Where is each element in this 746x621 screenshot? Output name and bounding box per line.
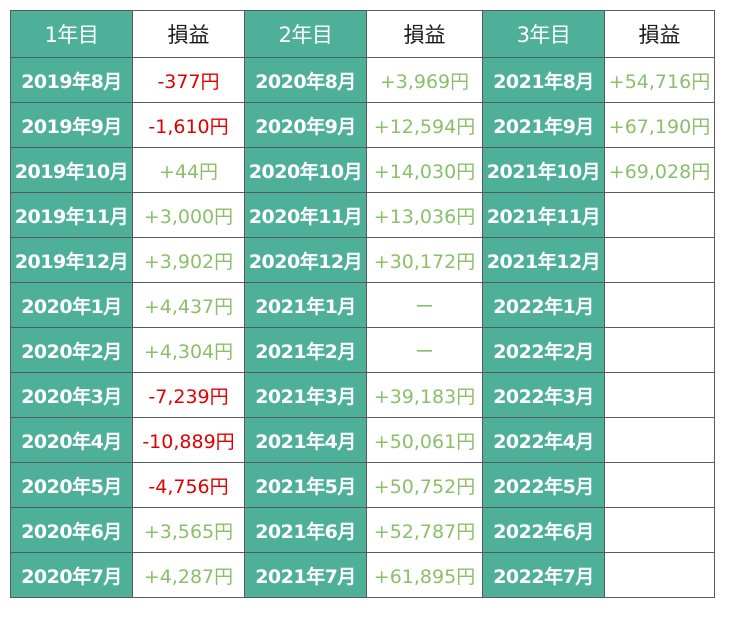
table-row: 2020年4月 -10,889円 2021年4月 +50,061円 2022年4月 bbox=[10, 417, 715, 463]
profit-loss-cell: +67,190円 bbox=[604, 102, 715, 148]
month-cell: 2021年12月 bbox=[482, 237, 605, 283]
profit-loss-cell: -7,239円 bbox=[132, 372, 245, 418]
year-2-header: 2年目 bbox=[244, 10, 367, 58]
table-row: 2020年2月 +4,304円 2021年2月ー 2022年2月 bbox=[10, 327, 715, 373]
month-cell: 2020年1月 bbox=[10, 282, 133, 328]
profit-loss-cell: +4,304円 bbox=[132, 327, 245, 373]
year-2-profit-loss-header: 損益 bbox=[366, 10, 483, 58]
month-cell: 2020年5月 bbox=[10, 462, 133, 508]
header-row: 1年目 損益 2年目 損益 3年目 損益 bbox=[10, 10, 715, 58]
month-cell: 2021年7月 bbox=[244, 552, 367, 598]
profit-loss-cell: +69,028円 bbox=[604, 147, 715, 193]
table-row: 2019年8月 -377円 2020年8月 +3,969円 2021年8月 +54,716… bbox=[10, 57, 715, 103]
profit-loss-cell: +3,565円 bbox=[132, 507, 245, 553]
profit-loss-cell: +44円 bbox=[132, 147, 245, 193]
month-cell: 2021年10月 bbox=[482, 147, 605, 193]
profit-loss-cell: +61,895円 bbox=[366, 552, 483, 598]
profit-loss-cell: -10,889円 bbox=[132, 417, 245, 463]
month-cell: 2022年7月 bbox=[482, 552, 605, 598]
profit-loss-cell bbox=[604, 507, 715, 553]
table-row: 2020年7月 +4,287円 2021年7月 +61,895円 2022年7月 bbox=[10, 552, 715, 598]
profit-loss-cell: +3,000円 bbox=[132, 192, 245, 238]
month-cell: 2019年12月 bbox=[10, 237, 133, 283]
profit-loss-cell bbox=[604, 327, 715, 373]
profit-loss-cell bbox=[604, 372, 715, 418]
month-cell: 2022年3月 bbox=[482, 372, 605, 418]
month-cell: 2020年4月 bbox=[10, 417, 133, 463]
profit-loss-table: 1年目 損益 2年目 損益 3年目 損益 2019年8月 -377円 2020年8月 +3,969… bbox=[10, 10, 715, 598]
profit-loss-cell: -1,610円 bbox=[132, 102, 245, 148]
profit-loss-cell bbox=[604, 552, 715, 598]
month-cell: 2019年9月 bbox=[10, 102, 133, 148]
table-row: 2020年5月 -4,756円 2021年5月 +50,752円 2022年5月 bbox=[10, 462, 715, 508]
profit-loss-cell: +12,594円 bbox=[366, 102, 483, 148]
month-cell: 2021年8月 bbox=[482, 57, 605, 103]
year-3-header: 3年目 bbox=[482, 10, 605, 58]
table-row: 2019年11月 +3,000円 2020年11月 +13,036円 2021年11月 bbox=[10, 192, 715, 238]
month-cell: 2020年8月 bbox=[244, 57, 367, 103]
year-3-profit-loss-header: 損益 bbox=[604, 10, 715, 58]
table-row: 2020年1月 +4,437円 2021年1月ー 2022年1月 bbox=[10, 282, 715, 328]
month-cell: 2020年3月 bbox=[10, 372, 133, 418]
profit-loss-cell: +54,716円 bbox=[604, 57, 715, 103]
month-cell: 2021年1月 bbox=[244, 282, 367, 328]
profit-loss-cell bbox=[604, 282, 715, 328]
month-cell: 2019年10月 bbox=[10, 147, 133, 193]
table-row: 2020年3月 -7,239円 2021年3月 +39,183円 2022年3月 bbox=[10, 372, 715, 418]
profit-loss-cell: +4,287円 bbox=[132, 552, 245, 598]
profit-loss-cell: +50,061円 bbox=[366, 417, 483, 463]
month-cell: 2020年12月 bbox=[244, 237, 367, 283]
profit-loss-cell: +4,437円 bbox=[132, 282, 245, 328]
profit-loss-cell: +14,030円 bbox=[366, 147, 483, 193]
month-cell: 2020年6月 bbox=[10, 507, 133, 553]
profit-loss-cell: +52,787円 bbox=[366, 507, 483, 553]
profit-loss-cell bbox=[604, 237, 715, 283]
profit-loss-cell: ー bbox=[366, 282, 483, 328]
profit-loss-cell: -4,756円 bbox=[132, 462, 245, 508]
profit-loss-cell: ー bbox=[366, 327, 483, 373]
month-cell: 2021年11月 bbox=[482, 192, 605, 238]
month-cell: 2022年4月 bbox=[482, 417, 605, 463]
month-cell: 2020年10月 bbox=[244, 147, 367, 193]
table-row: 2019年12月 +3,902円 2020年12月 +30,172円 2021年12月 bbox=[10, 237, 715, 283]
month-cell: 2021年6月 bbox=[244, 507, 367, 553]
profit-loss-cell bbox=[604, 462, 715, 508]
month-cell: 2021年4月 bbox=[244, 417, 367, 463]
month-cell: 2022年1月 bbox=[482, 282, 605, 328]
profit-loss-cell: +30,172円 bbox=[366, 237, 483, 283]
profit-loss-cell: +13,036円 bbox=[366, 192, 483, 238]
profit-loss-cell bbox=[604, 192, 715, 238]
month-cell: 2020年2月 bbox=[10, 327, 133, 373]
table-row: 2019年10月 +44円 2020年10月 +14,030円 2021年10月 +69,… bbox=[10, 147, 715, 193]
profit-loss-cell: +50,752円 bbox=[366, 462, 483, 508]
month-cell: 2021年9月 bbox=[482, 102, 605, 148]
month-cell: 2020年7月 bbox=[10, 552, 133, 598]
profit-loss-cell bbox=[604, 417, 715, 463]
profit-loss-cell: +39,183円 bbox=[366, 372, 483, 418]
table-row: 2020年6月 +3,565円 2021年6月 +52,787円 2022年6月 bbox=[10, 507, 715, 553]
profit-loss-cell: +3,969円 bbox=[366, 57, 483, 103]
year-1-profit-loss-header: 損益 bbox=[132, 10, 245, 58]
month-cell: 2021年5月 bbox=[244, 462, 367, 508]
profit-loss-cell: +3,902円 bbox=[132, 237, 245, 283]
month-cell: 2022年5月 bbox=[482, 462, 605, 508]
month-cell: 2022年6月 bbox=[482, 507, 605, 553]
month-cell: 2021年3月 bbox=[244, 372, 367, 418]
month-cell: 2021年2月 bbox=[244, 327, 367, 373]
year-1-header: 1年目 bbox=[10, 10, 133, 58]
month-cell: 2020年11月 bbox=[244, 192, 367, 238]
month-cell: 2020年9月 bbox=[244, 102, 367, 148]
month-cell: 2019年11月 bbox=[10, 192, 133, 238]
profit-loss-cell: -377円 bbox=[132, 57, 245, 103]
month-cell: 2019年8月 bbox=[10, 57, 133, 103]
table-row: 2019年9月 -1,610円 2020年9月 +12,594円 2021年9月 +67,… bbox=[10, 102, 715, 148]
month-cell: 2022年2月 bbox=[482, 327, 605, 373]
